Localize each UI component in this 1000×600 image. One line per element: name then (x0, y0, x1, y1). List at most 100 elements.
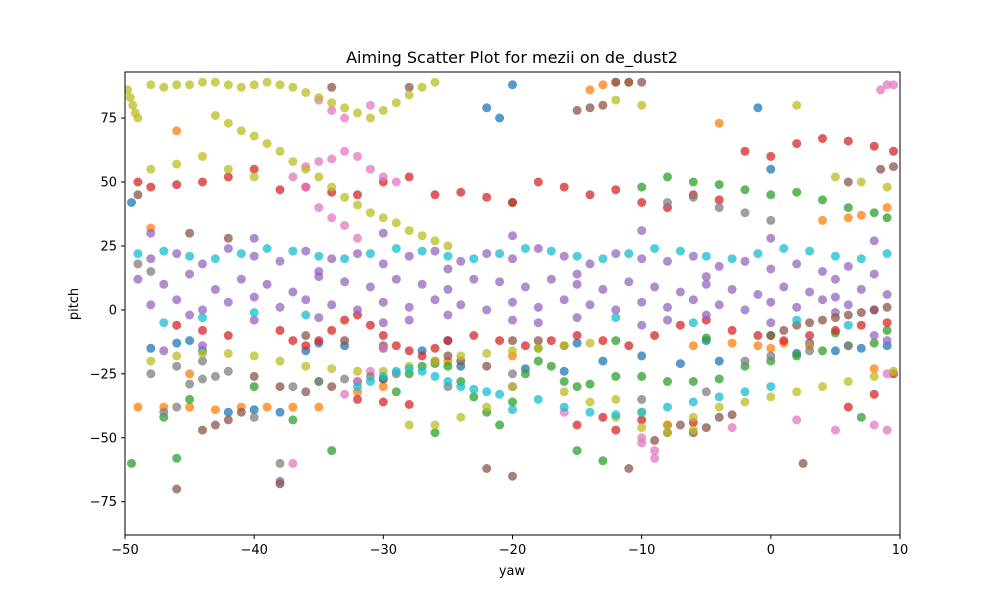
scatter-point (637, 407, 647, 417)
scatter-point (172, 320, 182, 330)
scatter-point (766, 151, 776, 161)
scatter-point (650, 435, 660, 445)
scatter-point (663, 377, 672, 386)
scatter-point (365, 164, 375, 174)
scatter-point (688, 192, 698, 202)
scatter-point (856, 343, 866, 353)
scatter-point (482, 402, 492, 412)
scatter-point (637, 254, 647, 264)
scatter-point (650, 282, 660, 292)
scatter-point (869, 338, 879, 348)
scatter-point (404, 226, 414, 236)
scatter-point (133, 113, 143, 123)
scatter-point (727, 254, 737, 264)
scatter-point (585, 259, 595, 269)
scatter-point (249, 308, 259, 317)
scatter-point (611, 410, 621, 420)
scatter-point (508, 315, 517, 325)
scatter-point (327, 213, 337, 223)
scatter-point (572, 105, 582, 115)
scatter-point (637, 297, 647, 307)
scatter-point (495, 113, 505, 123)
scatter-point (714, 356, 724, 366)
scatter-point (701, 387, 711, 397)
series-7 (133, 192, 853, 468)
scatter-point (585, 190, 595, 200)
scatter-point (624, 277, 634, 287)
scatter-point (533, 302, 543, 312)
scatter-point (869, 141, 879, 151)
scatter-point (843, 341, 853, 351)
scatter-point (714, 402, 724, 412)
scatter-point (365, 113, 375, 123)
scatter-point (210, 371, 220, 381)
scatter-point (624, 464, 634, 473)
scatter-point (301, 331, 311, 340)
scatter-point (469, 274, 479, 284)
scatter-point (869, 389, 879, 399)
scatter-point (469, 254, 479, 264)
scatter-point (288, 382, 298, 392)
scatter-point (417, 366, 427, 376)
scatter-point (663, 172, 672, 182)
scatter-point (805, 331, 815, 340)
scatter-point (753, 290, 763, 299)
scatter-point (275, 407, 285, 417)
scatter-point (889, 366, 898, 376)
scatter-point (443, 284, 453, 294)
scatter-point (495, 277, 505, 287)
scatter-point (198, 325, 207, 335)
scatter-point (378, 331, 388, 340)
scatter-point (404, 90, 414, 100)
x-tick-label: −50 (111, 543, 138, 558)
scatter-point (740, 305, 750, 315)
scatter-point (146, 80, 156, 90)
scatter-point (856, 284, 866, 294)
y-tick-label: 25 (100, 239, 117, 254)
scatter-point (340, 389, 350, 399)
scatter-point (185, 251, 195, 261)
scatter-point (714, 261, 724, 271)
scatter-point (340, 374, 350, 384)
scatter-point (262, 139, 272, 149)
scatter-point (624, 249, 634, 259)
scatter-point (469, 331, 479, 340)
scatter-point (714, 374, 724, 384)
scatter-point (663, 428, 672, 438)
scatter-point (753, 341, 763, 351)
scatter-point (159, 407, 169, 417)
scatter-point (508, 346, 517, 356)
points-layer (125, 77, 898, 494)
scatter-point (572, 446, 582, 456)
scatter-point (378, 105, 388, 115)
scatter-point (146, 267, 156, 276)
scatter-point (185, 402, 195, 412)
scatter-point (766, 351, 776, 361)
scatter-point (818, 134, 827, 143)
scatter-point (882, 425, 892, 435)
scatter-point (443, 361, 453, 371)
scatter-point (856, 412, 866, 422)
scatter-point (210, 77, 220, 87)
scatter-point (314, 251, 324, 261)
scatter-point (482, 464, 492, 473)
y-tick-label: 75 (100, 112, 117, 127)
scatter-point (508, 405, 517, 415)
scatter-point (172, 249, 182, 259)
scatter-point (262, 77, 272, 87)
scatter-point (843, 320, 853, 330)
scatter-point (378, 297, 388, 307)
scatter-point (508, 198, 517, 207)
scatter-point (327, 82, 337, 92)
x-tick-label: −20 (499, 543, 526, 558)
scatter-point (559, 341, 569, 351)
scatter-point (869, 420, 879, 430)
scatter-point (127, 198, 136, 207)
scatter-point (327, 182, 337, 192)
scatter-point (456, 382, 466, 392)
scatter-point (624, 77, 634, 87)
scatter-point (262, 279, 272, 289)
scatter-point (714, 392, 724, 402)
scatter-point (314, 93, 324, 103)
